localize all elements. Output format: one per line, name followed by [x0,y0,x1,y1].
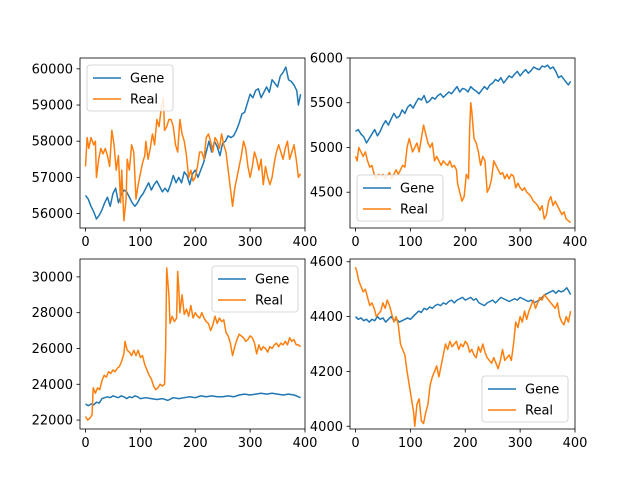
y-tick-label: 5500 [310,96,343,111]
y-tick-label: 24000 [32,378,73,393]
x-tick-label: 100 [128,436,153,451]
legend: Gene Real [356,174,444,222]
x-tick-label: 400 [293,436,318,451]
x-tick-label: 400 [563,235,588,250]
y-tick-label: 22000 [32,414,73,429]
x-tick-label: 0 [351,235,359,250]
y-tick-label: 30000 [32,270,73,285]
x-tick-label: 300 [508,436,533,451]
subplot-bottom-right: 0 100 200 300 400 4000 4200 4400 4600 Gene Real [310,255,588,451]
legend-label-real: Real [400,203,428,218]
y-tick-label: 4400 [310,310,343,325]
legend-label-gene: Gene [525,383,559,398]
series-line-real [84,267,302,421]
subplot-top-left: 0 100 200 300 400 56000 57000 58000 59000 60000 Ge… [32,57,318,250]
y-tick-label: 28000 [32,306,73,321]
x-tick-label: 400 [293,235,318,250]
x-tick-label: 200 [183,235,208,250]
legend: Gene Real [211,265,299,313]
legend-label-gene: Gene [255,273,289,288]
legend: Gene Real [86,64,174,112]
x-tick-label: 100 [128,235,153,250]
y-tick-label: 56000 [32,207,73,222]
x-tick-label: 300 [238,436,263,451]
axes-frame [349,258,576,430]
subplot-grid: 0 100 200 300 4005600057000580005900060000Ge… [32,52,588,452]
x-tick-label: 200 [453,235,478,250]
y-tick-label: 26000 [32,342,73,357]
x-tick-label: 100 [398,235,423,250]
y-tick-label: 4000 [310,420,343,435]
series-line-real [84,97,302,222]
y-tick-label: 4600 [310,255,343,270]
legend: Gene Real [481,375,569,423]
legend-label-real: Real [130,93,158,108]
x-tick-label: 200 [183,436,208,451]
x-tick-label: 200 [453,436,478,451]
axes-frame [349,57,576,229]
x-tick-label: 400 [563,436,588,451]
legend-label-real: Real [525,404,553,419]
x-tick-label: 300 [508,235,533,250]
series-line-gene [355,64,572,144]
y-tick-label: 4200 [310,365,343,380]
x-tick-label: 0 [81,436,89,451]
y-tick-label: 6000 [310,52,343,67]
y-tick-label: 60000 [32,62,73,77]
subplot-top-right: 0 100 200 300 400 4500 5000 5500 6000 Gene Real [310,52,588,251]
x-tick-label: 100 [398,436,423,451]
axes-frame [79,57,306,229]
axes-frame [79,258,306,430]
series-line-real [354,267,572,428]
series-line-gene [85,392,301,407]
legend-label-gene: Gene [400,182,434,197]
y-tick-label: 59000 [32,99,73,114]
legend-label-gene: Gene [130,72,164,87]
x-tick-label: 300 [238,235,263,250]
y-tick-label: 57000 [32,171,73,186]
x-tick-label: 0 [81,235,89,250]
y-tick-label: 58000 [32,135,73,150]
series-line-gene [354,287,572,323]
y-tick-label: 4500 [310,186,343,201]
subplot-bottom-left: 0 100 200 300 400 22000 24000 26000 28000 30000 Ge… [32,258,318,451]
x-tick-label: 0 [351,436,359,451]
legend-label-real: Real [255,294,283,309]
y-tick-label: 5000 [310,141,343,156]
